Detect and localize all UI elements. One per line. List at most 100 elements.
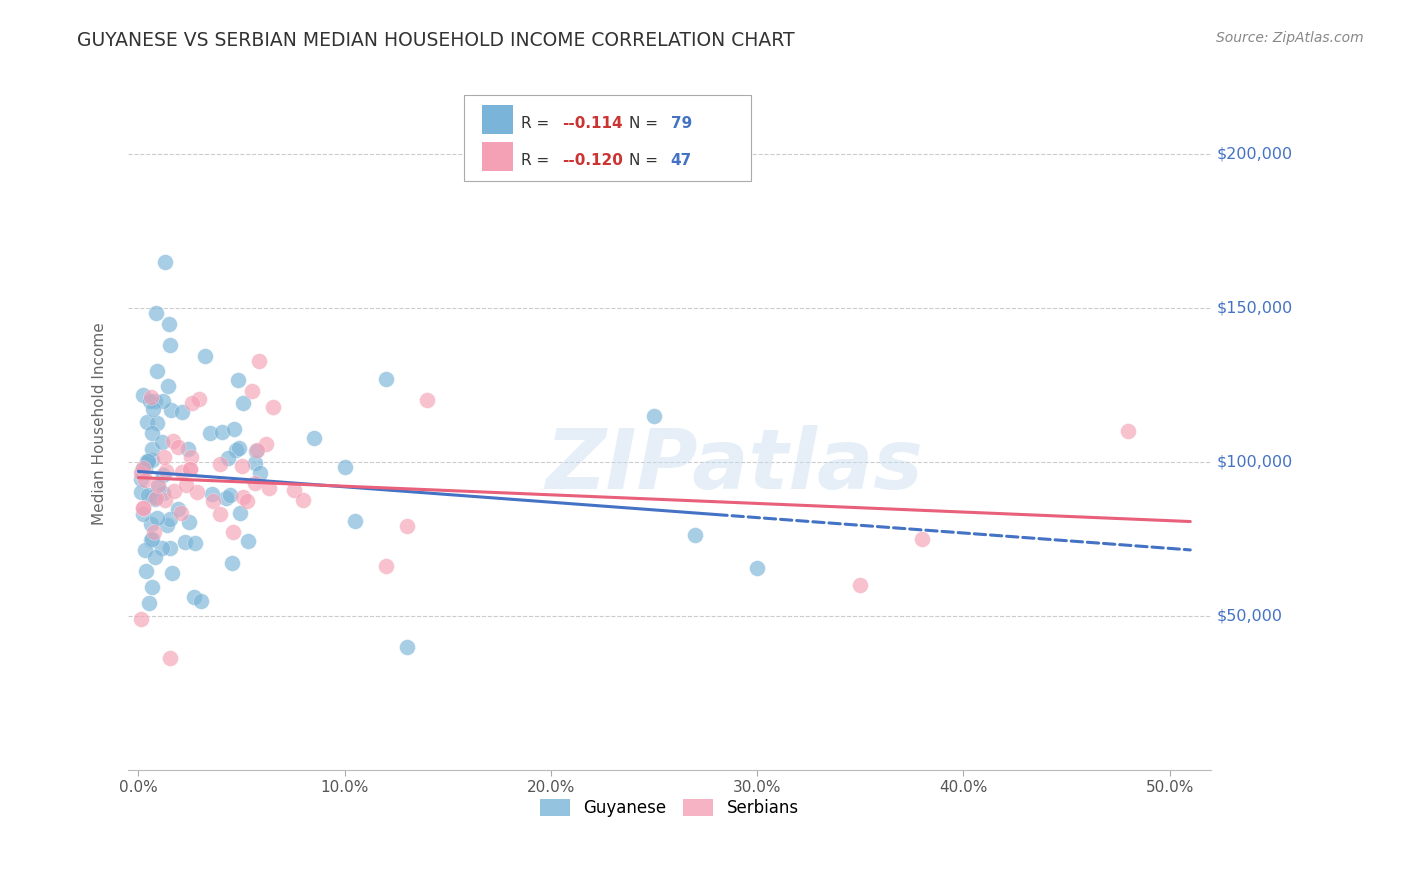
Point	[132, 501, 155, 516]
Point	[159, 338, 181, 352]
Point	[236, 534, 259, 549]
Text: N =: N =	[630, 116, 664, 131]
Point	[243, 475, 266, 490]
Point	[344, 515, 367, 529]
Point	[152, 467, 174, 482]
Point	[302, 431, 325, 445]
Point	[159, 541, 181, 555]
Point	[179, 515, 201, 529]
Point	[143, 394, 166, 409]
Point	[152, 485, 174, 500]
Point	[747, 561, 769, 575]
Point	[180, 450, 202, 465]
Point	[225, 442, 247, 457]
Point	[129, 485, 152, 500]
Point	[132, 387, 155, 401]
Point	[170, 506, 193, 520]
Point	[159, 651, 181, 665]
Text: R =: R =	[522, 153, 554, 168]
Point	[183, 591, 205, 605]
Legend: Guyanese, Serbians: Guyanese, Serbians	[533, 792, 806, 824]
FancyBboxPatch shape	[482, 142, 513, 170]
Point	[139, 533, 162, 547]
Point	[211, 425, 233, 439]
Text: Source: ZipAtlas.com: Source: ZipAtlas.com	[1216, 31, 1364, 45]
Text: $200,000: $200,000	[1216, 147, 1292, 161]
Text: 79: 79	[671, 116, 692, 131]
Point	[159, 512, 181, 526]
Point	[190, 593, 212, 607]
Point	[395, 519, 418, 533]
Text: GUYANESE VS SERBIAN MEDIAN HOUSEHOLD INCOME CORRELATION CHART: GUYANESE VS SERBIAN MEDIAN HOUSEHOLD INC…	[77, 31, 794, 50]
Point	[214, 491, 236, 506]
Point	[145, 306, 167, 320]
Point	[232, 396, 254, 410]
Point	[138, 394, 160, 409]
Point	[246, 443, 269, 458]
Point	[129, 472, 152, 486]
Point	[136, 455, 159, 469]
Point	[135, 564, 157, 578]
Point	[231, 459, 253, 474]
Point	[134, 543, 156, 558]
Point	[141, 425, 163, 440]
Point	[228, 441, 250, 455]
Point	[141, 442, 163, 456]
Point	[148, 480, 170, 494]
Point	[141, 390, 163, 404]
Text: $100,000: $100,000	[1216, 455, 1292, 470]
Point	[180, 395, 202, 409]
Text: R =: R =	[522, 116, 554, 131]
Point	[186, 485, 208, 500]
Point	[174, 534, 197, 549]
Point	[153, 450, 176, 464]
Point	[136, 488, 159, 502]
Point	[136, 454, 159, 468]
Point	[134, 462, 156, 476]
Point	[911, 532, 934, 546]
Point	[150, 435, 173, 450]
Point	[141, 533, 163, 547]
Point	[283, 483, 305, 498]
Point	[159, 402, 181, 417]
Point	[236, 494, 259, 508]
Point	[136, 454, 159, 468]
Point	[395, 640, 418, 654]
Point	[194, 349, 217, 363]
Point	[232, 490, 254, 504]
Point	[177, 442, 200, 456]
Point	[150, 541, 173, 555]
Text: $50,000: $50,000	[1216, 608, 1282, 624]
Point	[162, 434, 184, 448]
Point	[143, 525, 166, 540]
Point	[208, 457, 231, 471]
Point	[247, 353, 270, 368]
Point	[201, 493, 224, 508]
FancyBboxPatch shape	[482, 105, 513, 134]
Point	[138, 596, 160, 610]
Point	[685, 528, 707, 542]
Point	[183, 536, 205, 550]
Point	[141, 580, 163, 594]
Point	[160, 566, 183, 580]
Point	[333, 459, 356, 474]
Point	[416, 393, 439, 408]
Point	[240, 384, 263, 399]
Point	[179, 461, 201, 475]
Point	[209, 507, 232, 521]
Point	[155, 255, 177, 269]
Point	[142, 491, 165, 505]
Point	[218, 488, 240, 502]
FancyBboxPatch shape	[464, 95, 751, 181]
Point	[167, 502, 190, 516]
Point	[222, 525, 245, 540]
Point	[131, 462, 153, 476]
Point	[153, 493, 176, 508]
Text: ZIPatlas: ZIPatlas	[546, 425, 924, 506]
Point	[262, 400, 284, 414]
Text: $150,000: $150,000	[1216, 301, 1292, 316]
Point	[141, 453, 163, 467]
Point	[145, 511, 167, 525]
Point	[170, 405, 193, 419]
Point	[139, 516, 162, 531]
